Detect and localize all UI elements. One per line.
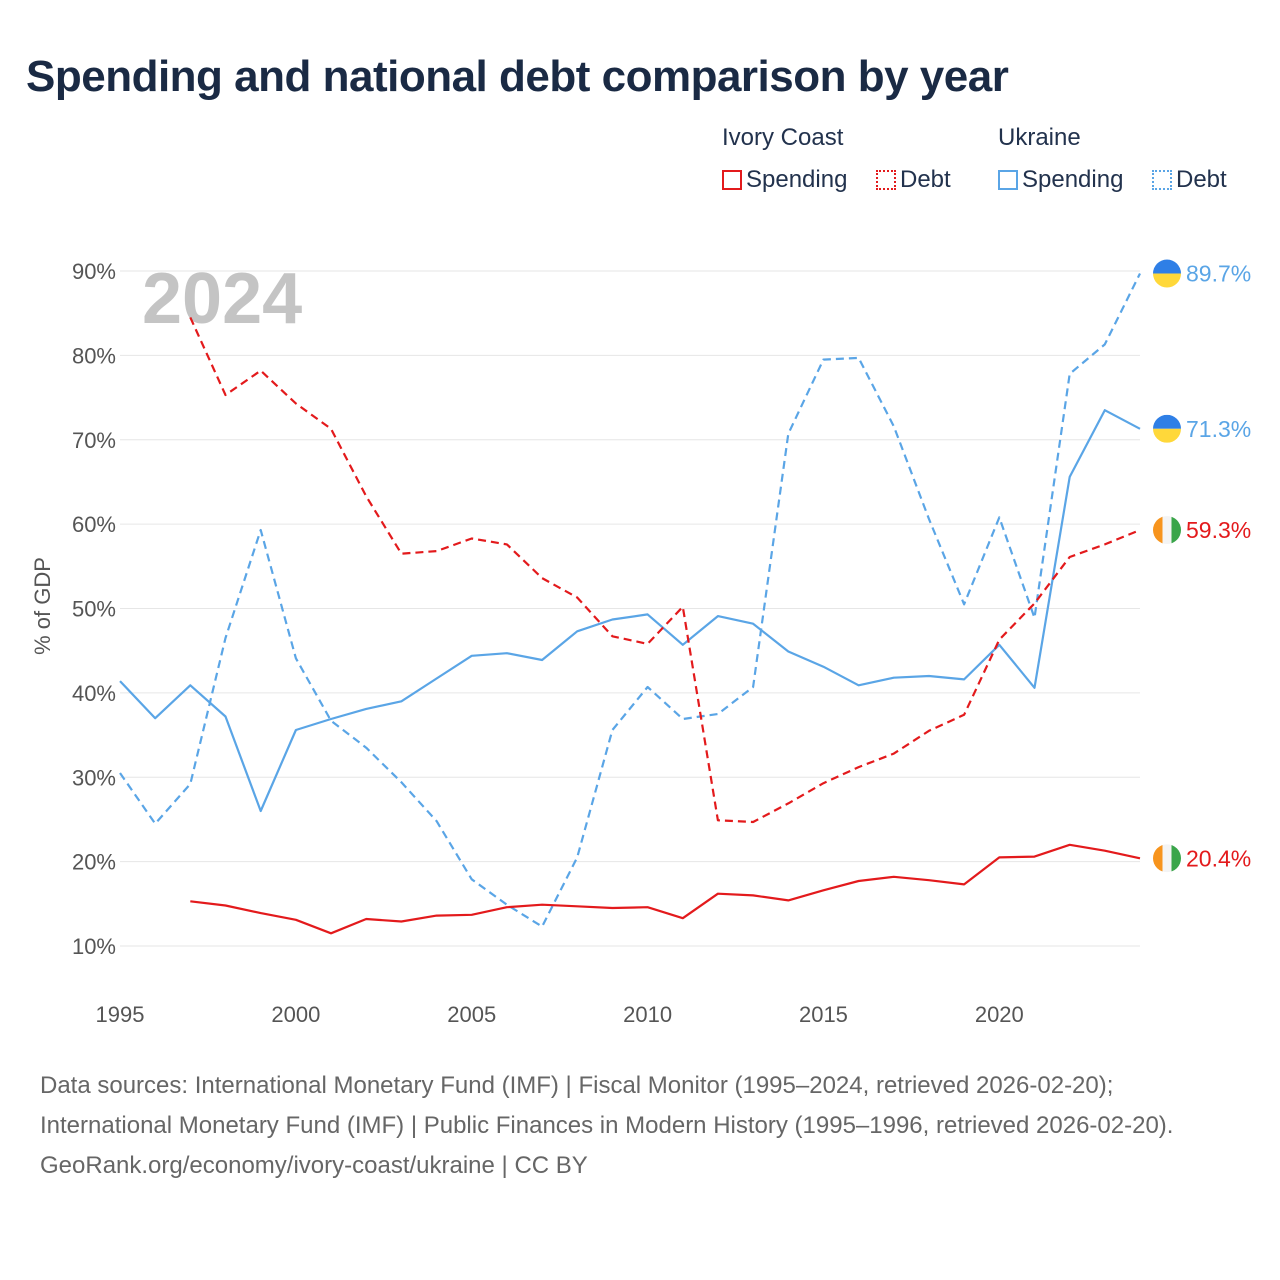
x-tick-label: 2015 [799,1002,848,1027]
footer: Data sources: International Monetary Fun… [40,1066,1240,1186]
legend-group-ukraine: Ukraine [998,124,1081,151]
series-line-ivory-coast-spending[interactable] [190,843,1141,935]
y-tick-label: 70% [72,428,116,453]
line-chart: 2024 % of GDP 10% 20% 30% 40% 50% 60% 70% 80% 90… [30,259,1251,1027]
series-line-ukraine-spending[interactable] [119,409,1141,813]
y-tick-label: 50% [72,597,116,622]
legend-item-ukraine-spending[interactable]: Spending [998,166,1123,194]
x-tick-label: 2010 [623,1002,672,1027]
end-value-label: 20.4% [1186,845,1251,871]
legend-item-ukraine-debt[interactable]: Debt [1152,166,1227,194]
legend-group-ivory-coast: Ivory Coast [722,124,844,151]
y-tick-label: 20% [72,850,116,875]
series-line-ukraine-debt[interactable] [119,273,1141,928]
series-lines [119,273,1141,935]
end-value-label: 71.3% [1186,416,1251,442]
x-tick-label: 2005 [447,1002,496,1027]
ivory-coast-flag-icon [1153,844,1181,873]
legend-label: Debt [1176,166,1227,193]
end-markers: 89.7% 71.3% 59.3% 20.4% [1153,259,1251,873]
ukraine-flag-icon [1153,414,1181,443]
end-value-label: 59.3% [1186,517,1251,543]
legend: Ivory Coast Spending Debt Ukraine Spendi… [0,124,1280,204]
legend-swatch-solid-blue [998,170,1018,190]
y-tick-label: 30% [72,765,116,790]
series-line-ivory-coast-debt[interactable] [189,316,1141,824]
legend-label: Debt [900,166,951,193]
y-axis: 10% 20% 30% 40% 50% 60% 70% 80% 90% [72,259,116,959]
legend-item-ivory-coast-spending[interactable]: Spending [722,166,847,194]
legend-swatch-solid-red [722,170,742,190]
y-tick-label: 10% [72,934,116,959]
legend-swatch-dotted-blue [1152,170,1172,190]
credit-line: GeoRank.org/economy/ivory-coast/ukraine … [40,1152,588,1179]
end-value-label: 89.7% [1186,261,1251,287]
x-tick-label: 2020 [975,1002,1024,1027]
gridlines [120,270,1140,947]
legend-swatch-dotted-red [876,170,896,190]
ukraine-flag-icon [1153,259,1181,288]
y-tick-label: 90% [72,259,116,284]
chart-title: Spending and national debt comparison by… [26,52,1009,101]
y-tick-label: 60% [72,512,116,537]
data-sources: Data sources: International Monetary Fun… [40,1072,1174,1139]
year-watermark: 2024 [142,259,302,339]
x-axis: 1995 2000 2005 2010 2015 2020 [96,1002,1024,1027]
ivory-coast-flag-icon [1153,516,1181,545]
y-tick-label: 80% [72,343,116,368]
y-tick-label: 40% [72,681,116,706]
y-axis-label: % of GDP [30,557,55,655]
x-tick-label: 1995 [96,1002,145,1027]
legend-label: Spending [1022,166,1124,193]
legend-label: Spending [746,166,848,193]
x-tick-label: 2000 [271,1002,320,1027]
legend-item-ivory-coast-debt[interactable]: Debt [876,166,951,194]
